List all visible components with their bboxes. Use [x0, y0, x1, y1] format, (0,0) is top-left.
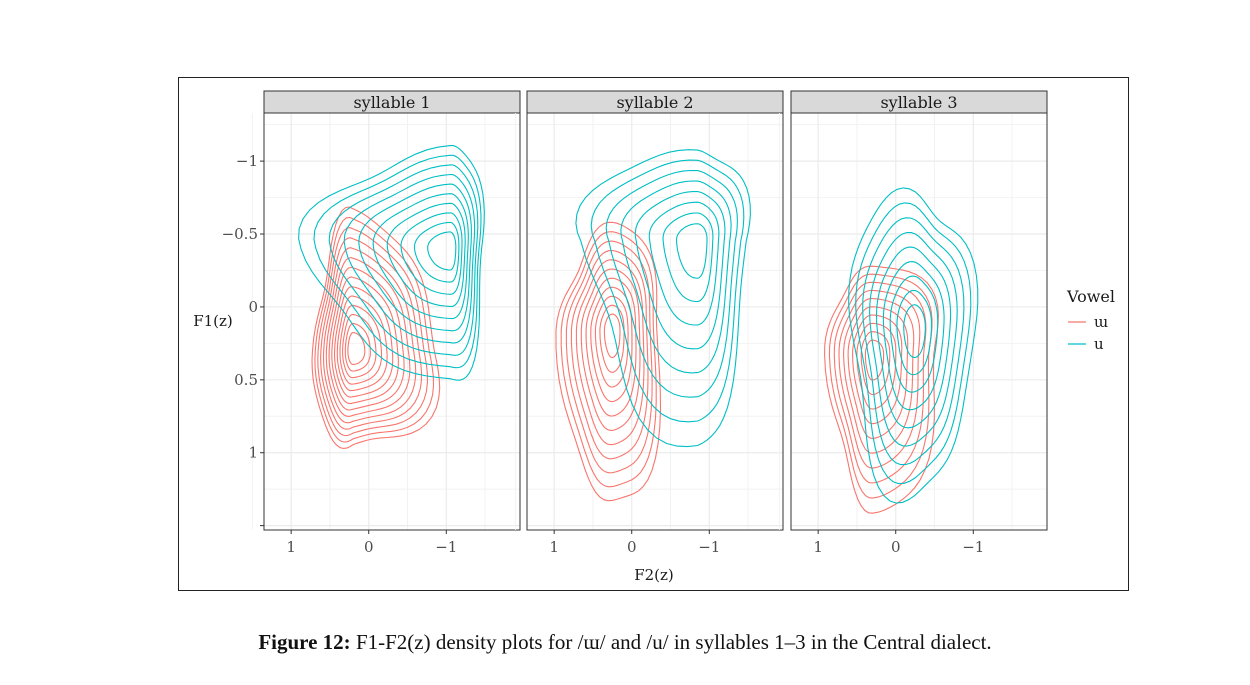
contour-w-level-5 [843, 298, 915, 454]
contour-w-level-13 [344, 323, 371, 372]
contour-u-level-6 [648, 201, 720, 326]
contour-u-level-1 [848, 187, 979, 504]
panel-1: syllable 1 1 0 −1 −1 −0.5 0 0.5 1 [222, 90, 521, 556]
contour-w-level-10 [864, 339, 885, 381]
legend-label-1: ɯ [1094, 313, 1108, 331]
contour-u-level-3 [605, 169, 738, 398]
caption-text: F1-F2(z) density plots for /ɯ/ and /u/ i… [350, 630, 992, 654]
contour-u-level-1 [575, 149, 751, 448]
contour-u-level-9 [413, 221, 460, 283]
x-tick-label: 0 [891, 538, 901, 556]
contour-w-level-5 [575, 259, 645, 446]
contour-w-level-12 [342, 313, 377, 379]
contour-w-level-2 [828, 273, 933, 499]
contour-u-level-2 [313, 154, 482, 369]
contour-u-level-8 [675, 223, 708, 279]
x-tick-label: 0 [364, 538, 374, 556]
contour-w-level-8 [856, 322, 897, 410]
x-tick-label: −1 [698, 538, 720, 556]
contour-w-level-14 [347, 332, 366, 365]
y-tick-label: 1 [248, 444, 258, 462]
contour-w-level-4 [320, 237, 423, 430]
contour-u-level-7 [889, 275, 939, 393]
y-tick-label: 0 [248, 298, 258, 316]
panel-title: syllable 3 [880, 93, 957, 112]
contour-w-level-2 [560, 231, 657, 488]
contour-u-level-10 [427, 231, 457, 271]
x-tick-label: −1 [962, 538, 984, 556]
contour-w-level-6 [580, 268, 641, 431]
contour-u-level-6 [882, 261, 945, 411]
panel-border [790, 112, 1048, 531]
y-tick-label: −1 [236, 152, 258, 170]
contour-u-level-7 [662, 212, 714, 303]
contour-w-level-6 [325, 257, 411, 417]
legend-title: Vowel [1066, 287, 1115, 306]
contour-u-level-3 [328, 164, 479, 356]
panel-title: syllable 2 [616, 93, 693, 112]
panel-3: syllable 3 1 0 −1 [778, 90, 1048, 556]
contour-u-level-4 [869, 231, 958, 447]
contour-w-level-8 [590, 286, 633, 403]
figure-caption: Figure 12: F1-F2(z) density plots for /ɯ… [0, 630, 1250, 655]
y-tick-label: 0.5 [234, 371, 258, 389]
figure-frame [178, 77, 1129, 591]
contour-u-level-4 [620, 180, 732, 374]
contour-w-level-1 [824, 265, 939, 514]
contour-w-level-6 [847, 306, 909, 439]
contour-u-level-7 [386, 202, 466, 307]
y-tick-label: −0.5 [222, 225, 258, 243]
x-tick-label: 1 [549, 538, 559, 556]
contour-u-level-9 [903, 304, 926, 358]
contour-u-level-4 [343, 173, 476, 344]
caption-label: Figure 12: [258, 630, 351, 654]
contour-w-level-3 [565, 240, 653, 474]
contour-w-level-8 [331, 276, 399, 405]
panel-border [526, 112, 784, 531]
panel-border [263, 112, 521, 531]
contour-w-level-11 [339, 304, 383, 385]
contour-w-level-1 [555, 221, 662, 502]
contour-u-level-2 [590, 159, 745, 423]
contour-u-level-8 [896, 289, 932, 376]
contour-u-level-8 [400, 212, 463, 295]
contour-w-level-10 [336, 295, 388, 392]
contour-u-level-5 [358, 183, 472, 332]
x-tick-label: 0 [627, 538, 637, 556]
contour-w-level-7 [328, 266, 405, 411]
contour-u-level-2 [855, 202, 972, 485]
contour-w-level-2 [314, 216, 435, 443]
contour-u-level-3 [862, 217, 965, 466]
x-tick-label: −1 [435, 538, 457, 556]
contour-w-level-4 [570, 249, 649, 460]
legend-label-2: u [1094, 335, 1104, 353]
contour-u-level-5 [634, 191, 726, 350]
y-axis-label: F1(z) [193, 312, 233, 330]
panel-title: syllable 1 [353, 93, 430, 112]
contour-w-level-5 [322, 247, 417, 424]
panel-2: syllable 2 1 0 −1 [514, 90, 784, 556]
contour-w-level-9 [594, 295, 629, 388]
contour-w-level-1 [311, 206, 441, 449]
x-axis-label: F2(z) [634, 566, 674, 584]
contour-u-level-6 [372, 193, 469, 320]
x-tick-label: 1 [813, 538, 823, 556]
contour-u-level-1 [298, 145, 485, 381]
contour-u-level-5 [875, 246, 952, 429]
x-tick-label: 1 [286, 538, 296, 556]
